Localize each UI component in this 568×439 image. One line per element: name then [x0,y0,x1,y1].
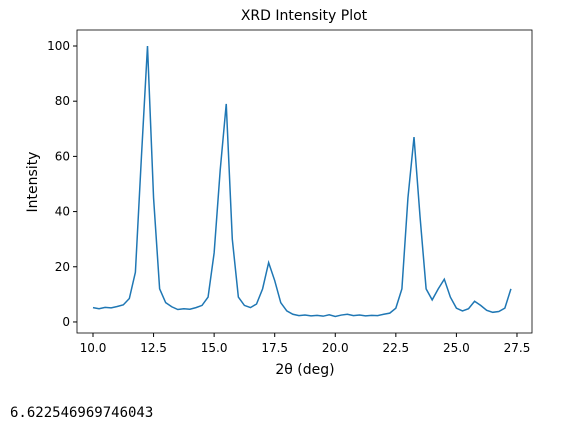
x-tick-label: 27.5 [504,341,531,355]
x-tick-label: 15.0 [201,341,228,355]
y-tick-label: 80 [55,94,70,108]
x-tick-label: 17.5 [261,341,288,355]
x-tick-label: 20.0 [322,341,349,355]
x-tick-label: 25.0 [443,341,470,355]
x-tick-label: 22.5 [382,341,409,355]
output-text: 6.622546969746043 [10,405,154,421]
y-tick-label: 20 [55,260,70,274]
data-line [92,45,512,318]
y-tick-label: 100 [47,39,70,53]
chart: XRD Intensity Plot 2θ (deg) Intensity 10… [25,8,533,378]
chart-title: XRD Intensity Plot [241,8,368,24]
x-tick-label: 12.5 [140,341,167,355]
y-tick-label: 40 [55,205,70,219]
y-tick-label: 0 [62,315,70,329]
y-axis-label: Intensity [25,152,41,213]
x-axis-label: 2θ (deg) [275,362,334,378]
plot-frame [76,29,533,334]
x-tick-label: 10.0 [80,341,107,355]
y-tick-label: 60 [55,149,70,163]
